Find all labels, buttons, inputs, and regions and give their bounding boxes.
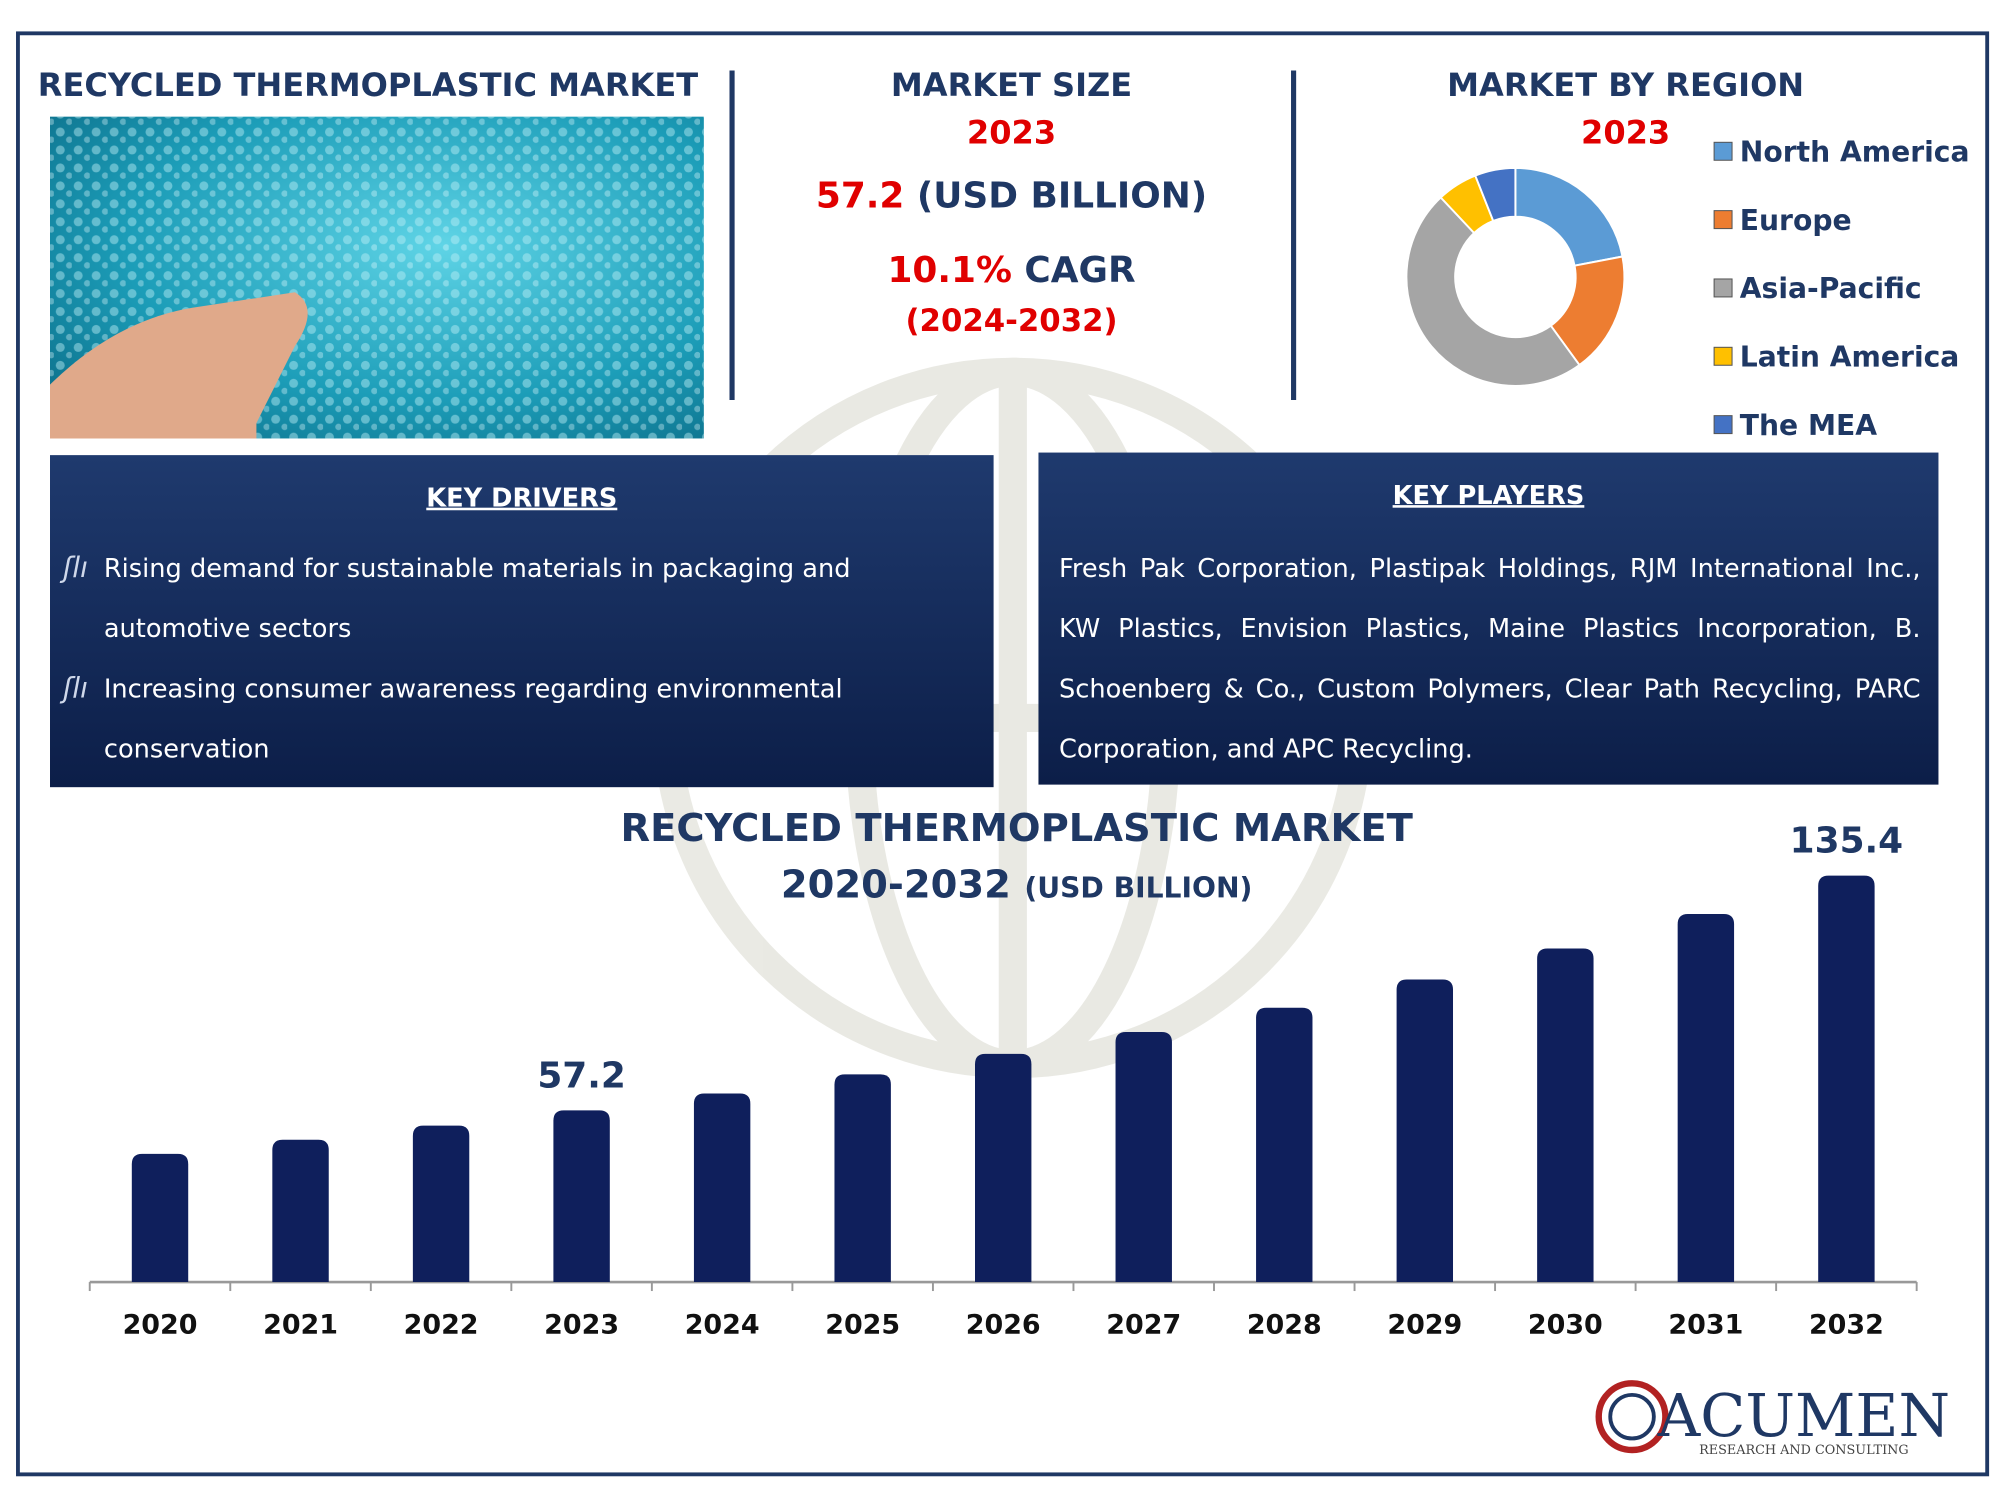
x-tick-label: 2020 bbox=[123, 1309, 198, 1340]
legend-swatch bbox=[1713, 278, 1733, 298]
x-tick-label: 2024 bbox=[685, 1309, 760, 1340]
donut-slice bbox=[1405, 196, 1581, 387]
cagr-value: 10.1% bbox=[887, 250, 1011, 291]
value: 57.2 bbox=[816, 176, 905, 217]
bar bbox=[1396, 979, 1454, 1283]
bar bbox=[272, 1139, 329, 1283]
players-text: Fresh Pak Corporation, Plastipak Holding… bbox=[1058, 552, 1921, 765]
bar bbox=[412, 1125, 470, 1283]
logo-name: ACUMEN bbox=[1657, 1381, 1950, 1450]
x-tick-label: 2026 bbox=[966, 1309, 1041, 1340]
market-size-title: MARKET SIZE bbox=[891, 66, 1132, 104]
drivers-box: KEY DRIVERS ʃlı Rising demand for sustain… bbox=[63, 482, 981, 780]
bar bbox=[131, 1153, 189, 1283]
header-title: RECYCLED THERMOPLASTIC MARKET bbox=[38, 66, 698, 104]
legend-label: Asia-Pacific bbox=[1740, 272, 1922, 305]
logo-tagline: RESEARCH AND CONSULTING bbox=[1699, 1443, 1909, 1458]
donut-slice bbox=[1514, 166, 1624, 267]
frame bbox=[16, 31, 1990, 1477]
bar bbox=[1115, 1032, 1172, 1283]
x-tick-label: 2027 bbox=[1106, 1309, 1181, 1340]
x-tick-label: 2025 bbox=[825, 1309, 900, 1340]
data-label: 135.4 bbox=[1790, 821, 1903, 862]
driver-text: Rising demand for sustainable materials … bbox=[103, 552, 851, 644]
market-size-value: 57.2 (USD BILLION) bbox=[816, 176, 1207, 217]
driver-text: Increasing consumer awareness regarding … bbox=[103, 673, 843, 765]
players-box: KEY PLAYERS Fresh Pak Corporation, Plast… bbox=[1058, 479, 1921, 765]
bar-title: RECYCLED THERMOPLASTIC MARKET bbox=[621, 806, 1414, 851]
bar bbox=[975, 1053, 1032, 1283]
market-size-year: 2023 bbox=[967, 114, 1056, 152]
players-title: KEY PLAYERS bbox=[1392, 479, 1585, 511]
photo-hand bbox=[50, 292, 308, 439]
x-tick-label: 2028 bbox=[1247, 1309, 1322, 1340]
unit: (USD BILLION) bbox=[917, 176, 1207, 217]
x-tick-label: 2030 bbox=[1528, 1309, 1603, 1340]
bar bbox=[1537, 948, 1594, 1283]
bar-subtitle: 2020-2032 (USD BILLION) bbox=[781, 862, 1253, 907]
legend-label: Latin America bbox=[1740, 341, 1960, 374]
legend-swatch bbox=[1713, 346, 1733, 366]
subtitle: 2020-2032 bbox=[781, 862, 1011, 907]
driver: ʃlı Rising demand for sustainable materia… bbox=[63, 538, 981, 659]
logo-mark bbox=[1595, 1380, 1669, 1454]
driver: ʃlı Increasing consumer awareness regardi… bbox=[63, 659, 981, 780]
cagr: 10.1% CAGR bbox=[887, 250, 1135, 291]
bar bbox=[1818, 875, 1875, 1283]
x-tick-label: 2021 bbox=[263, 1309, 338, 1340]
data-label: 57.2 bbox=[537, 1055, 626, 1096]
bar bbox=[1677, 914, 1735, 1283]
players-panel bbox=[1038, 452, 1939, 785]
bar bbox=[553, 1110, 610, 1283]
drivers-title: KEY DRIVERS bbox=[426, 482, 618, 513]
bar bbox=[693, 1093, 751, 1283]
donut-title: MARKET BY REGION bbox=[1447, 66, 1804, 104]
logo-mark bbox=[1608, 1392, 1656, 1441]
donut-slice bbox=[1474, 166, 1517, 223]
x-tick-label: 2032 bbox=[1809, 1309, 1884, 1340]
drivers-panel bbox=[50, 455, 994, 788]
legend-swatch bbox=[1713, 141, 1733, 161]
x-tick-label: 2031 bbox=[1668, 1309, 1743, 1340]
legend-swatch bbox=[1713, 415, 1733, 435]
cagr-period: (2024-2032) bbox=[906, 303, 1118, 339]
legend-label: Europe bbox=[1740, 204, 1852, 237]
donut-subtitle: 2023 bbox=[1581, 114, 1670, 152]
bar bbox=[834, 1074, 891, 1283]
cagr-label: CAGR bbox=[1024, 250, 1135, 291]
legend-label: North America bbox=[1740, 136, 1970, 169]
legend-swatch bbox=[1713, 210, 1733, 230]
x-tick-label: 2023 bbox=[544, 1309, 619, 1340]
x-tick-label: 2029 bbox=[1387, 1309, 1462, 1340]
bar bbox=[1256, 1007, 1313, 1283]
legend-label: The MEA bbox=[1740, 409, 1878, 442]
unit: (USD BILLION) bbox=[1024, 871, 1252, 904]
x-tick-label: 2022 bbox=[404, 1309, 479, 1340]
